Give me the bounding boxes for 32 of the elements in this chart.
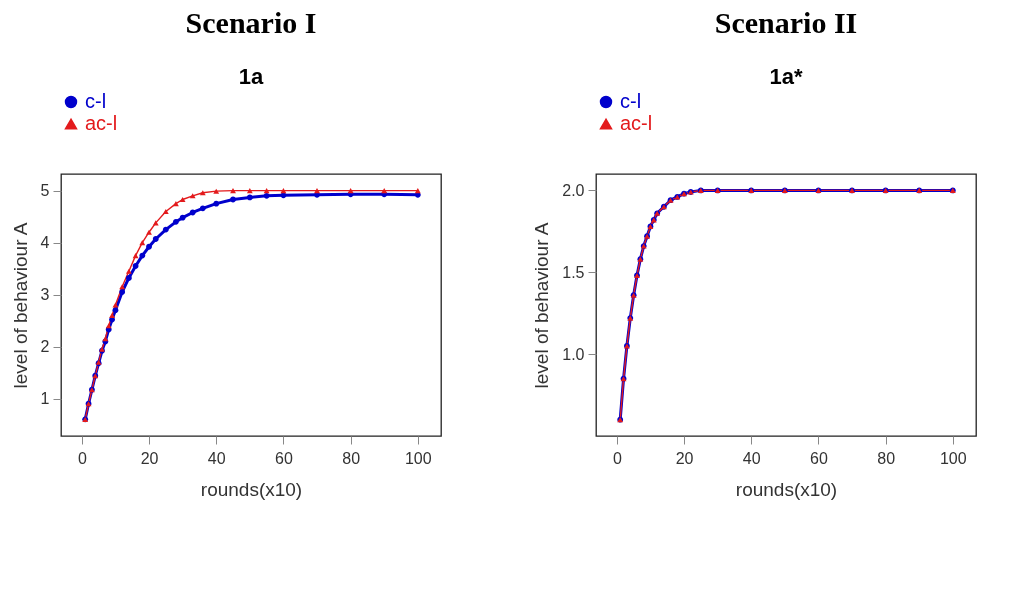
legend-label: ac-l (85, 112, 118, 134)
x-tick-label: 40 (207, 449, 226, 467)
chart-subtitle: 1a* (769, 64, 803, 89)
x-axis-title: rounds(x10) (200, 478, 303, 500)
chart-subtitle: 1a (238, 64, 264, 89)
y-axis-title: level of behaviour A (531, 222, 553, 389)
chart-title: Scenario I (185, 6, 317, 39)
y-tick-label: 1 (40, 390, 50, 408)
x-tick-label: 60 (275, 449, 293, 467)
x-axis-title: rounds(x10) (735, 478, 838, 500)
y-tick-label: 2.0 (562, 181, 585, 199)
y-tick-label: 4 (40, 234, 50, 252)
x-tick-label: 0 (612, 449, 622, 467)
y-tick-label: 3 (40, 286, 50, 304)
x-tick-label: 60 (810, 449, 828, 467)
y-axis-title: level of behaviour A (9, 222, 31, 389)
x-tick-label: 20 (675, 449, 694, 467)
x-tick-label: 40 (742, 449, 761, 467)
x-tick-label: 80 (877, 449, 896, 467)
x-tick-label: 100 (939, 449, 967, 467)
x-tick-label: 100 (404, 449, 432, 467)
x-tick-label: 20 (140, 449, 159, 467)
y-tick-label: 5 (40, 182, 50, 200)
chart-title: Scenario II (714, 6, 858, 39)
legend-label: c-l (85, 90, 107, 112)
x-tick-label: 0 (77, 449, 87, 467)
legend-label: ac-l (620, 112, 653, 134)
legend-label: c-l (620, 90, 642, 112)
x-tick-label: 80 (342, 449, 361, 467)
y-tick-label: 2 (40, 338, 50, 356)
y-tick-label: 1.5 (562, 263, 585, 281)
y-tick-label: 1.0 (562, 345, 585, 363)
